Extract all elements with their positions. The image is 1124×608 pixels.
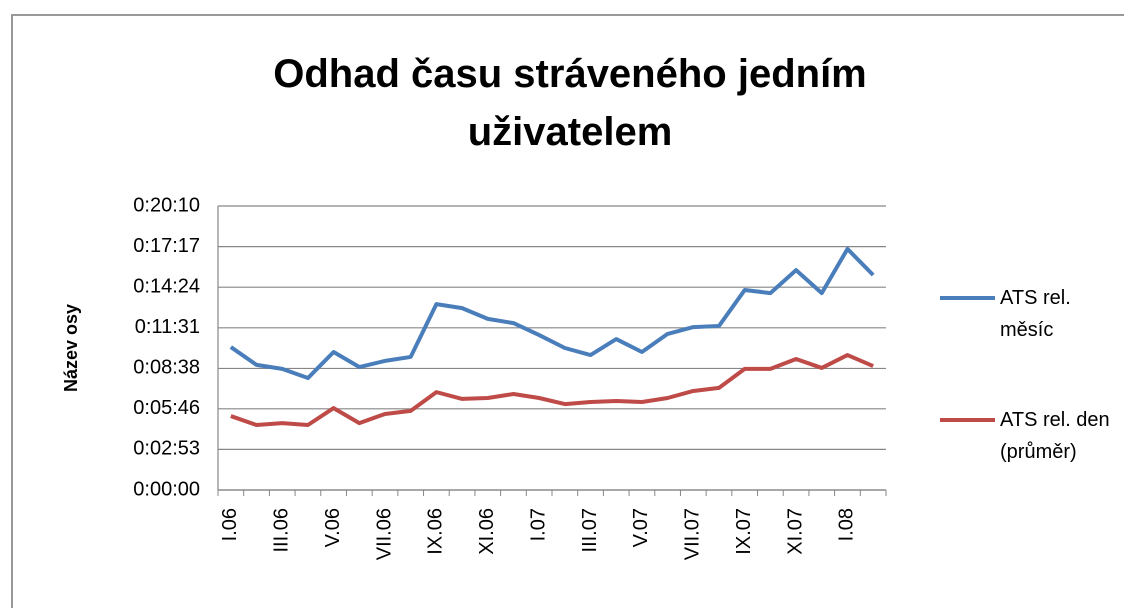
y-tick-label: 0:05:46: [133, 397, 200, 419]
y-tick-label: 0:17:17: [133, 235, 200, 257]
y-tick-label: 0:14:24: [133, 275, 200, 297]
y-tick-label: 0:00:00: [133, 478, 200, 500]
line-series: [230, 353, 874, 427]
x-tick-label: I.06: [219, 508, 241, 541]
chart-frame: [11, 14, 1124, 608]
x-tick-label: VII.06: [373, 508, 395, 560]
legend-label: ATS rel. den (průměr): [1000, 409, 1110, 463]
y-tick-label: 0:08:38: [133, 357, 200, 379]
x-tick-label: XI.07: [784, 508, 806, 555]
y-axis-title: Název osy: [61, 304, 81, 392]
x-tick-label: XI.06: [476, 508, 498, 555]
legend-label: ATS rel. měsíc: [1000, 287, 1071, 341]
y-tick-label: 0:02:53: [133, 438, 200, 460]
x-tick-label: III.06: [271, 508, 293, 552]
x-tick-label: VII.07: [682, 508, 704, 560]
x-tick-label: IX.07: [733, 508, 755, 555]
y-tick-label: 0:11:31: [135, 316, 200, 338]
chart-title: Odhad času stráveného jedním uživatelem: [273, 52, 867, 154]
x-tick-label: V.07: [630, 508, 652, 547]
x-tick-label: V.06: [322, 508, 344, 547]
x-tick-label: III.07: [579, 508, 601, 552]
x-tick-label: IX.06: [425, 508, 447, 555]
x-tick-label: I.07: [527, 508, 549, 541]
x-tick-label: I.08: [836, 508, 858, 541]
y-tick-label: 0:20:10: [133, 194, 200, 216]
line-series: [229, 246, 875, 381]
